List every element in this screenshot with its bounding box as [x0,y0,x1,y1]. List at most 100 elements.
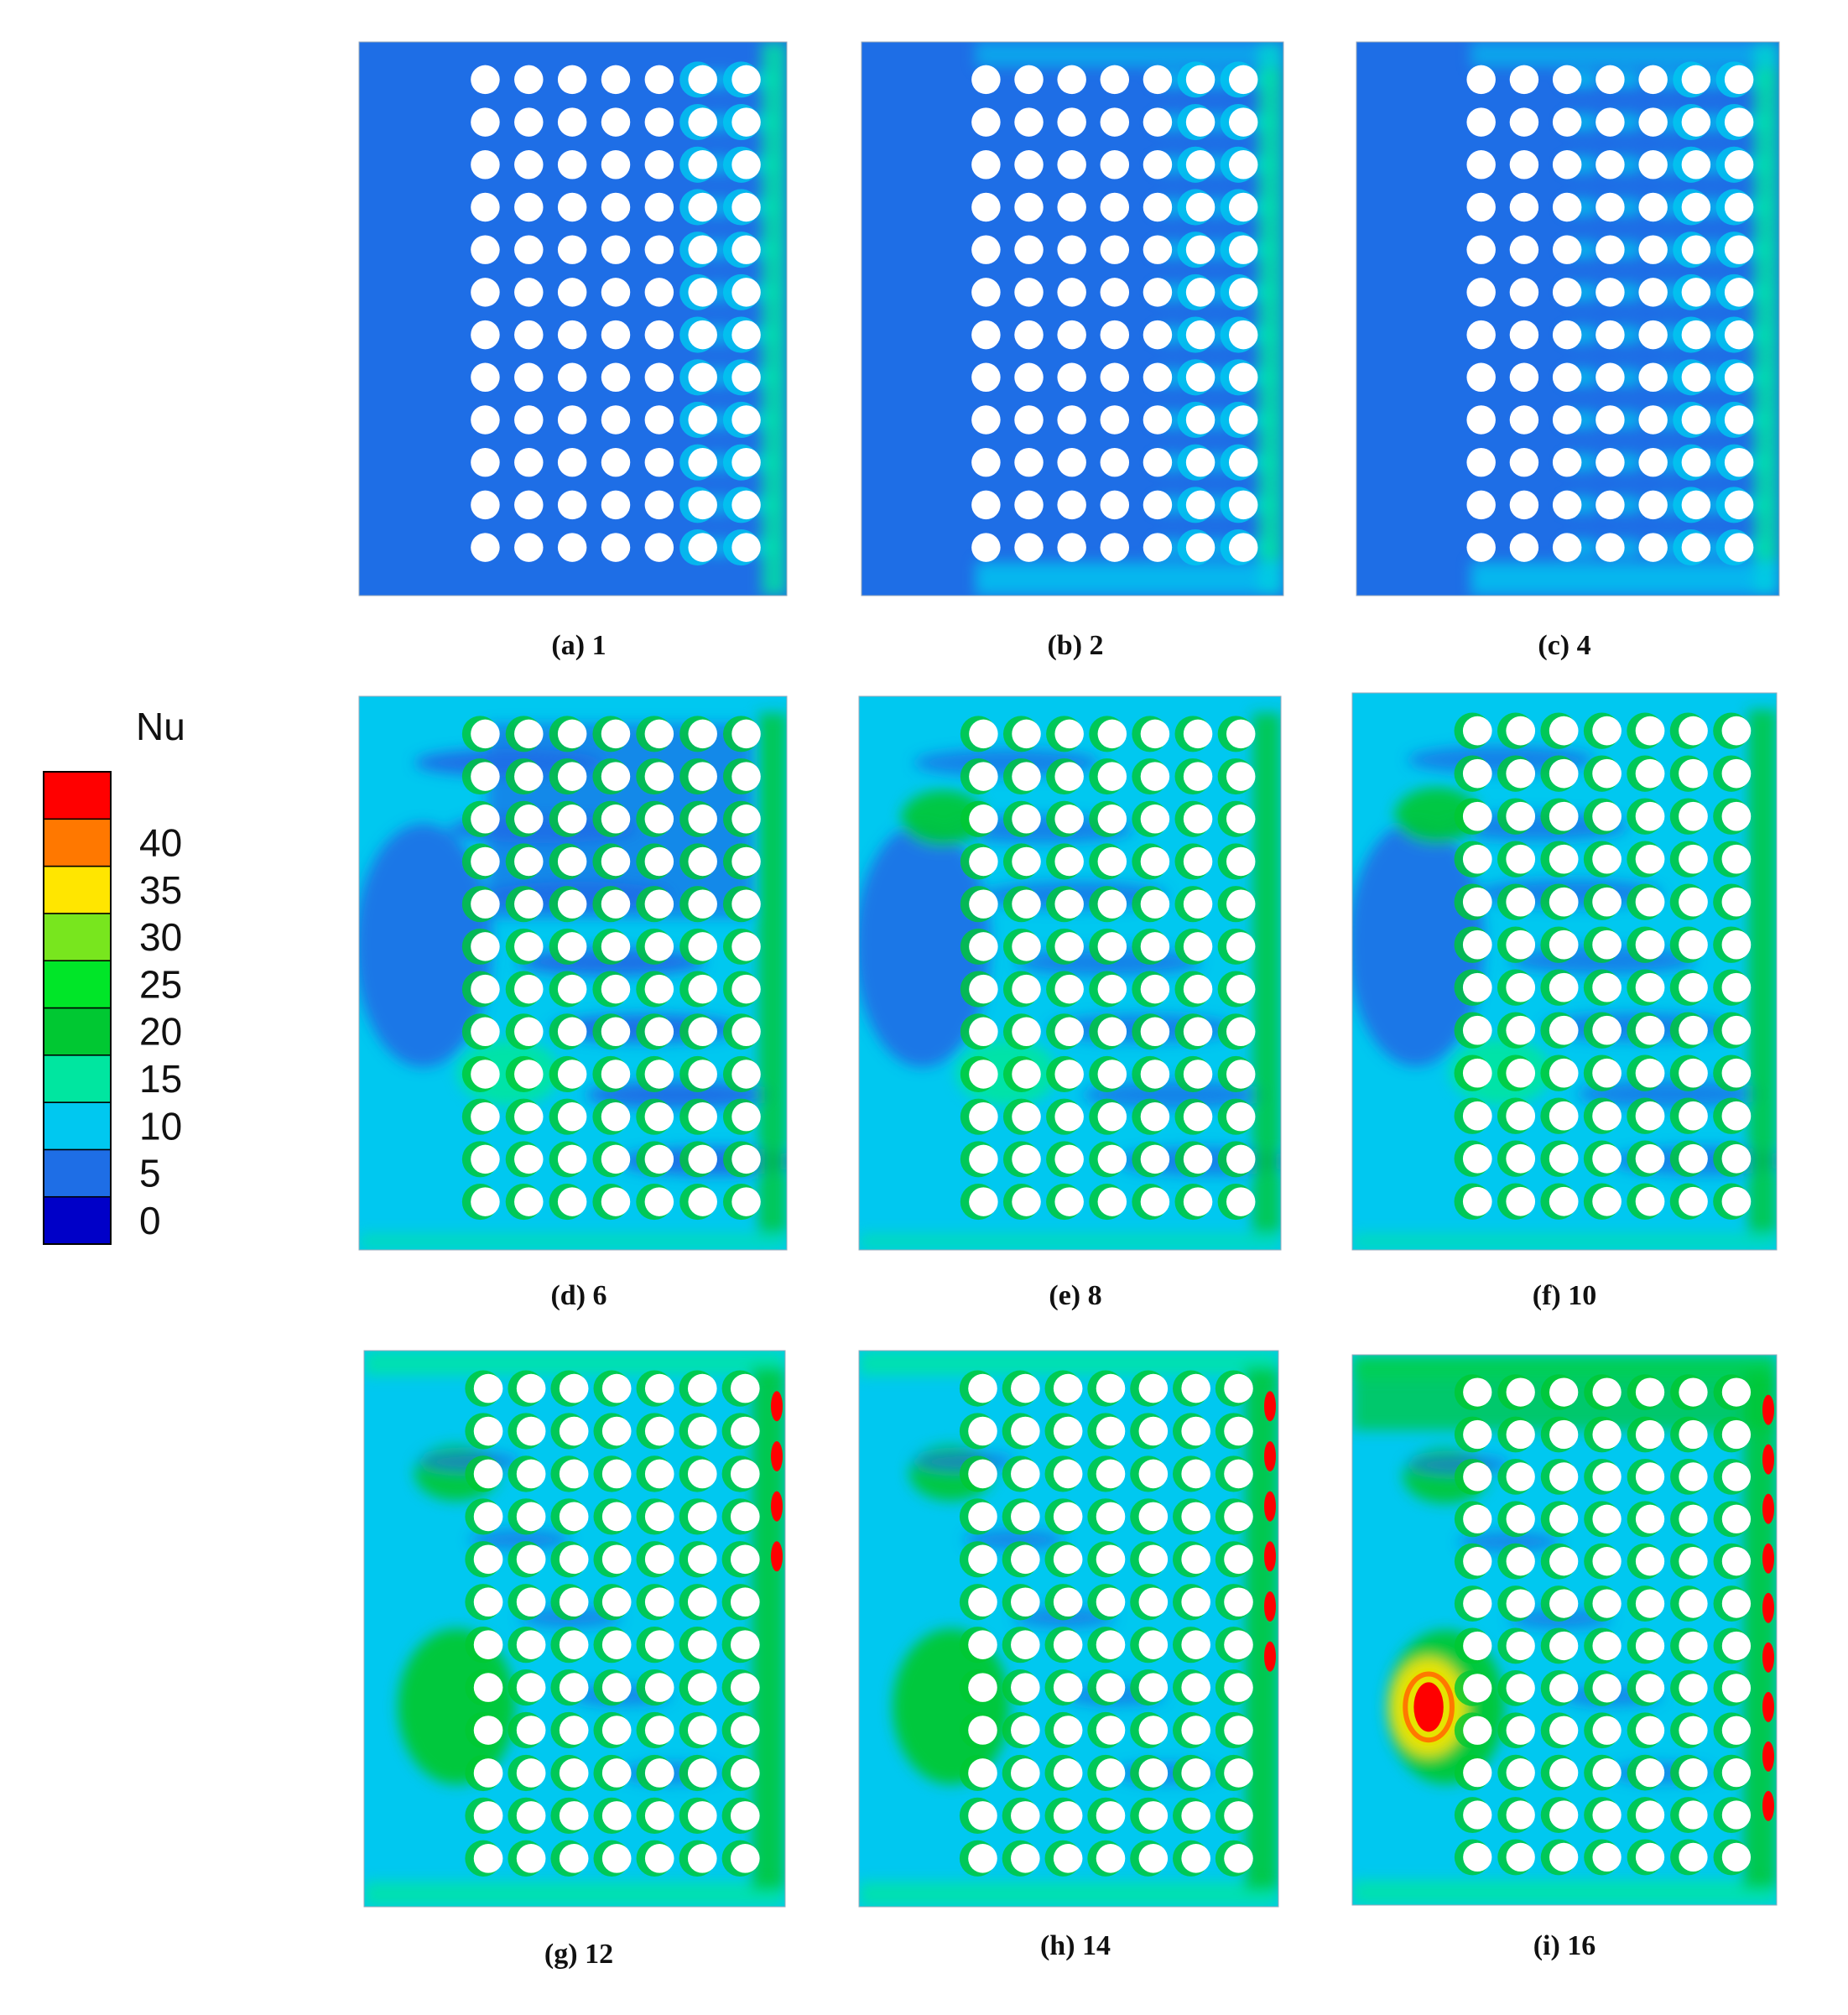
pin-fin [1681,192,1711,222]
pin-fin [1638,405,1668,435]
pin-fin [1721,1462,1752,1492]
pin-fin [644,1673,674,1702]
pin-fin [1011,1373,1040,1403]
pin-fin [1228,320,1258,350]
pin-fin [601,889,631,919]
pin-fin [1140,932,1170,961]
pin-fin [557,889,587,919]
pin-fin [557,1187,587,1216]
pin-fin [1721,758,1752,789]
pin-fin [730,1673,760,1702]
pin-fin [730,1716,760,1745]
pin-fin [1185,320,1216,350]
pin-fin [1185,192,1216,222]
pin-fin [1011,1502,1040,1532]
pin-fin [644,1060,674,1089]
pin-fin [1014,405,1044,435]
pin-fin [1100,490,1130,520]
pin-fin [687,1801,717,1830]
pin-fin [1185,490,1216,520]
pin-fin [1635,1589,1665,1618]
pin-fin [644,235,674,264]
pin-fin [1549,1015,1579,1045]
panel-frame [1351,692,1778,1251]
pin-fin [1679,758,1708,789]
pin-fin [1466,65,1496,95]
pin-fin [731,533,761,562]
pin-fin [557,762,587,791]
pin-fin [1185,107,1216,137]
pin-fin [1721,1716,1752,1745]
pin-fin [1228,150,1258,180]
pin-fin [1462,1143,1492,1174]
pin-fin [1226,846,1256,877]
pin-fin [601,1373,632,1403]
pin-fin [1224,1502,1253,1532]
pin-fin [1228,278,1258,307]
pin-fin [557,1101,587,1132]
pin-fin [1140,1187,1170,1216]
pin-fin [1012,974,1041,1004]
hot-spots [771,1391,783,1572]
pin-fin [1635,1758,1665,1788]
pin-fin [559,1544,589,1575]
pin-fin [730,1630,760,1659]
contour-field [1352,1355,1777,1905]
pin-fin [471,533,500,562]
pin-fin [1140,762,1170,791]
contour-field [859,696,1281,1250]
pin-fin [731,192,761,222]
pin-fin [687,1844,717,1873]
pin-fin [1011,1673,1040,1702]
pin-fin [1140,974,1170,1004]
pin-fin [559,1459,589,1489]
pin-fin [644,846,674,877]
pin-fin [1463,1716,1492,1745]
pin-fin [601,362,631,393]
pin-fin [471,889,500,919]
pin-fin [1011,1544,1040,1575]
pin-fin [1506,1015,1536,1045]
pin-fin [601,405,631,435]
pin-fin [1097,889,1127,919]
pin-fin [1549,1462,1579,1492]
pin-fin [1679,1504,1708,1533]
pin-fin [1014,362,1044,393]
pin-fin [731,1187,761,1216]
pin-fin [1724,235,1754,264]
pin-fin [968,1844,997,1873]
pin-fin [1185,278,1216,307]
pin-fin [1014,490,1044,520]
pin-fin [1679,716,1708,746]
pin-fin [1592,801,1622,831]
pin-fin [1679,1419,1708,1450]
pin-fin [1096,1544,1126,1575]
pin-fin [514,974,544,1004]
pin-fin [559,1758,589,1788]
pin-fin [557,278,587,307]
pin-fin [1143,107,1173,137]
pin-fin [557,65,587,95]
colorbar-tick-label: 15 [139,1057,182,1101]
pin-fin [1011,1459,1040,1489]
pin-fin [1463,1462,1492,1492]
pin-fin [1638,490,1668,520]
pin-fin [1054,1144,1084,1174]
pin-fin [971,320,1001,350]
pin-fin [644,762,674,791]
pin-fin [601,447,631,477]
pin-fin [1635,972,1665,1002]
pin-fin [601,974,631,1004]
pin-fin [1181,1844,1210,1873]
pin-fin [473,1373,503,1403]
pin-fin [1183,974,1213,1004]
pin-fin [1592,1419,1622,1450]
pin-fin [516,1673,546,1702]
contour-panel: (b) 2 [861,41,1284,661]
pin-fin [601,1544,632,1575]
pin-fin [1462,929,1492,960]
pin-fin [1679,1143,1708,1174]
pin-fin [1592,716,1622,746]
pin-fin [1596,150,1625,180]
pin-fin [1226,1101,1256,1132]
